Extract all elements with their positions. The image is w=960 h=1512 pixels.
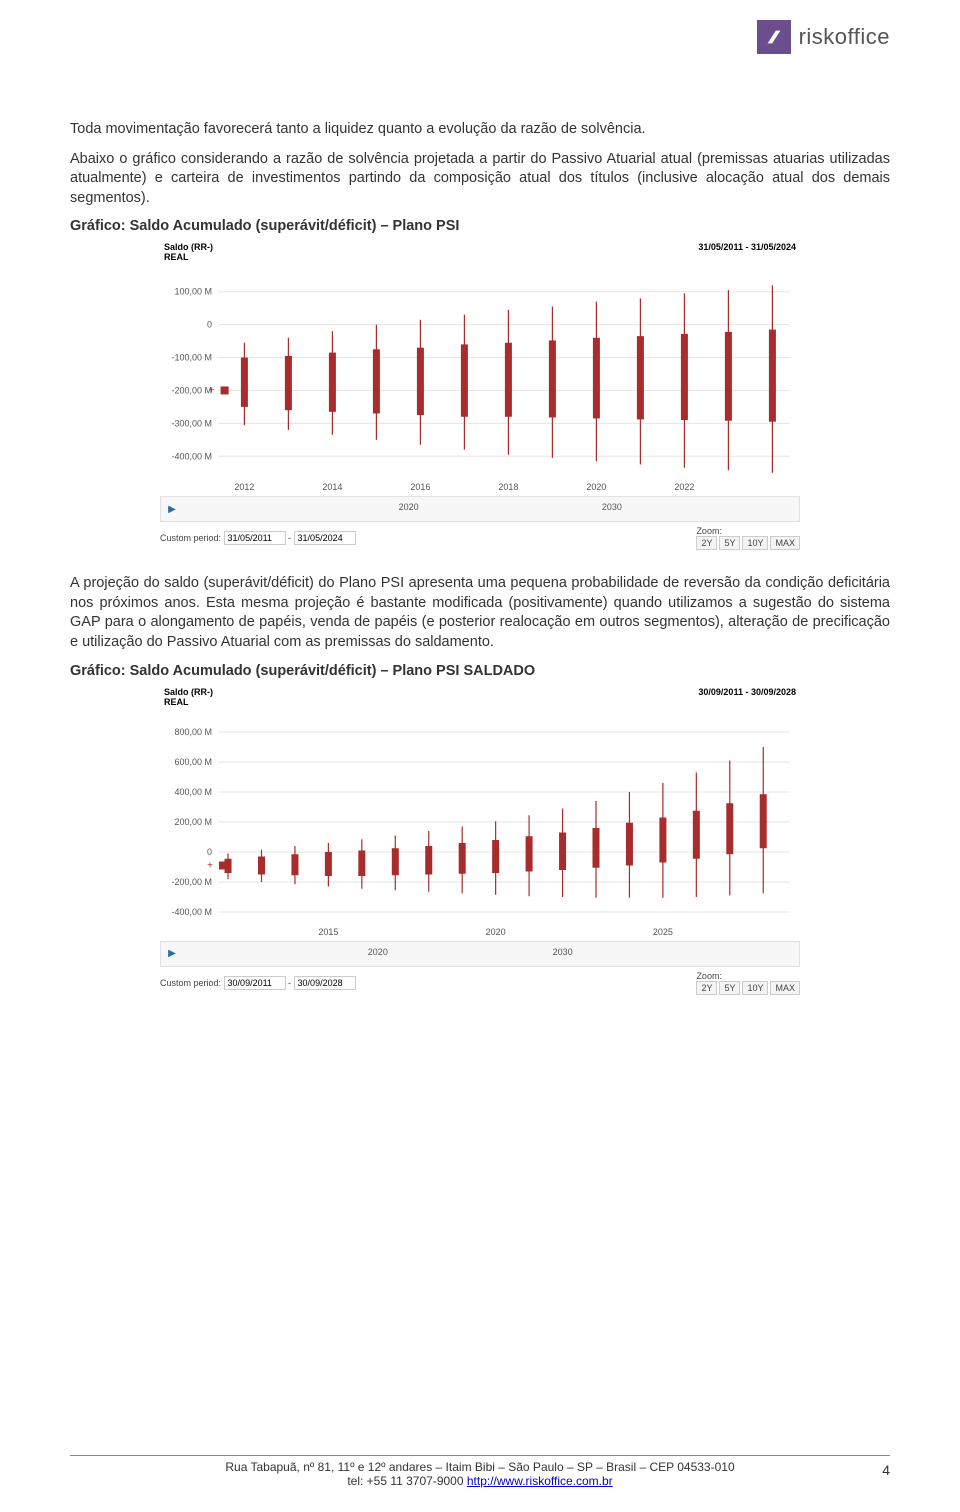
play-icon[interactable]: ▶ [161,504,183,515]
logo-mark-icon [757,20,791,54]
svg-text:+: + [207,860,213,871]
svg-text:-300,00 M: -300,00 M [171,419,212,429]
svg-text:+: + [209,386,215,397]
zoom-10y-button[interactable]: 10Y [742,536,768,550]
chart1: Saldo (RR-) REAL 31/05/2011 - 31/05/2024… [160,240,800,550]
chart2-daterange: 30/09/2011 - 30/09/2028 [698,687,796,707]
svg-text:2012: 2012 [234,482,254,492]
zoom-max-button[interactable]: MAX [770,536,800,550]
footer-tel: tel: +55 11 3707-9000 [347,1474,467,1488]
paragraph-3: A projeção do saldo (superávit/déficit) … [70,574,890,652]
svg-text:100,00 M: 100,00 M [174,287,212,297]
zoom-2y-button[interactable]: 2Y [696,536,717,550]
zoom-2y-button[interactable]: 2Y [696,981,717,995]
chart1-zoom: Zoom: 2Y5Y10YMAX [696,526,800,550]
svg-text:2014: 2014 [322,482,342,492]
chart2-ylabel: Saldo (RR-) REAL [164,687,213,707]
brand-name: riskoffice [799,24,890,50]
svg-text:2015: 2015 [318,927,338,937]
svg-text:800,00 M: 800,00 M [174,727,212,737]
zoom-label: Zoom: [696,526,722,536]
chart1-title: Gráfico: Saldo Acumulado (superávit/défi… [70,218,890,234]
svg-text:-200,00 M: -200,00 M [171,386,212,396]
zoom-5y-button[interactable]: 5Y [719,536,740,550]
svg-text:-400,00 M: -400,00 M [171,452,212,462]
svg-text:200,00 M: 200,00 M [174,817,212,827]
chart1-from-input[interactable] [224,531,286,545]
chart2-custom-period: Custom period: - [160,976,356,990]
svg-text:400,00 M: 400,00 M [174,787,212,797]
chart1-custom-period: Custom period: - [160,531,356,545]
chart2-zoom: Zoom: 2Y5Y10YMAX [696,971,800,995]
svg-text:2016: 2016 [410,482,430,492]
svg-text:2020: 2020 [586,482,606,492]
svg-text:-100,00 M: -100,00 M [171,353,212,363]
svg-text:2025: 2025 [653,927,673,937]
play-icon[interactable]: ▶ [161,948,183,959]
chart1-plot: 100,00 M 0 -100,00 M -200,00 M -300,00 M -400… [160,266,800,496]
zoom-5y-button[interactable]: 5Y [719,981,740,995]
svg-text:0: 0 [207,847,212,857]
svg-text:2020: 2020 [486,927,506,937]
chart2-to-input[interactable] [294,976,356,990]
paragraph-2: Abaixo o gráfico considerando a razão de… [70,150,890,209]
chart1-ylabel: Saldo (RR-) REAL [164,242,213,262]
svg-text:-400,00 M: -400,00 M [171,907,212,917]
chart1-timeslider[interactable]: ▶ 20202030 [160,496,800,522]
chart2: Saldo (RR-) REAL 30/09/2011 - 30/09/2028… [160,685,800,995]
footer-address: Rua Tabapuã, nº 81, 11º e 12º andares – … [70,1460,890,1474]
chart2-from-input[interactable] [224,976,286,990]
svg-text:0: 0 [207,320,212,330]
chart2-plot: 800,00 M 600,00 M 400,00 M 200,00 M 0 -200,00… [160,711,800,941]
page-footer: Rua Tabapuã, nº 81, 11º e 12º andares – … [70,1455,890,1488]
page-number: 4 [882,1462,890,1478]
footer-url[interactable]: http://www.riskoffice.com.br [467,1474,613,1488]
svg-text:2018: 2018 [498,482,518,492]
svg-text:600,00 M: 600,00 M [174,757,212,767]
custom-period-label: Custom period: [160,533,221,543]
zoom-max-button[interactable]: MAX [770,981,800,995]
chart1-daterange: 31/05/2011 - 31/05/2024 [698,242,796,262]
svg-text:-200,00 M: -200,00 M [171,877,212,887]
chart2-title: Gráfico: Saldo Acumulado (superávit/défi… [70,663,890,679]
custom-period-label: Custom period: [160,978,221,988]
paragraph-1: Toda movimentação favorecerá tanto a liq… [70,120,890,140]
chart1-to-input[interactable] [294,531,356,545]
zoom-10y-button[interactable]: 10Y [742,981,768,995]
brand-logo: riskoffice [757,20,890,54]
chart2-timeslider[interactable]: ▶ 20202030 [160,941,800,967]
svg-text:2022: 2022 [674,482,694,492]
zoom-label: Zoom: [696,971,722,981]
